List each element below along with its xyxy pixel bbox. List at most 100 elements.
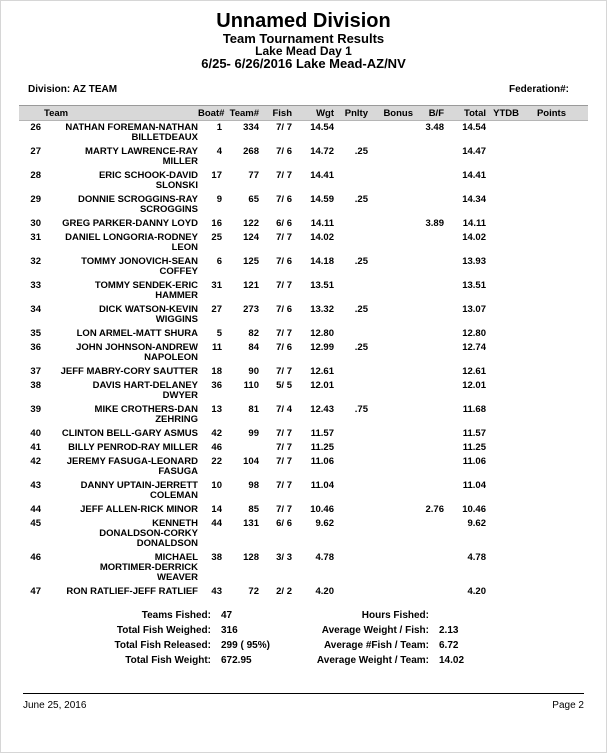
total-fish-weighed-value: 316 xyxy=(221,625,238,636)
penalty-cell xyxy=(334,169,368,193)
fish-count-cell: 2/ 2 xyxy=(276,586,292,597)
spacer-cell xyxy=(566,121,588,146)
table-row: 26 NATHAN FOREMAN-NATHAN BILLETDEAUX 1 3… xyxy=(19,121,588,146)
table-row: 35 LON ARMEL-MATT SHURA 5 82 7/ 7 12.80 … xyxy=(19,327,588,341)
boat-number-cell: 31 xyxy=(211,280,222,291)
rank-cell: 47 xyxy=(30,586,41,597)
rank-cell: 41 xyxy=(30,442,41,453)
penalty-cell: .25 xyxy=(354,146,368,157)
bonus-cell xyxy=(368,145,413,169)
weight-cell: 12.99 xyxy=(310,342,334,353)
total-fish-weighed-label: Total Fish Weighed: xyxy=(116,625,211,636)
big-fish-cell xyxy=(413,551,444,585)
weight-cell: 9.62 xyxy=(315,518,335,529)
boat-number-cell: 11 xyxy=(211,342,222,353)
total-cell: 11.25 xyxy=(462,442,486,453)
hours-fished-label: Hours Fished: xyxy=(361,610,429,621)
ytdb-cell xyxy=(486,341,519,365)
team-number-cell: 90 xyxy=(248,366,259,377)
bonus-cell xyxy=(368,365,413,379)
table-row: 38 DAVIS HART-DELANEY DWYER 36 110 5/ 5 … xyxy=(19,379,588,403)
avg-weight-team-value: 14.02 xyxy=(439,655,465,666)
team-name-cell: TOMMY JONOVICH-SEAN COFFEY xyxy=(81,256,198,277)
rank-cell: 31 xyxy=(30,232,41,243)
column-header-points: Points xyxy=(519,105,566,121)
total-cell: 4.20 xyxy=(467,586,487,597)
table-row: 28 ERIC SCHOOK-DAVID SLONSKI 17 77 7/ 7 … xyxy=(19,169,588,193)
total-fish-released-value: 299 ( 95%) xyxy=(221,640,270,651)
column-header-teamno: Team# xyxy=(222,105,259,121)
team-number-cell: 124 xyxy=(243,232,259,243)
bonus-cell xyxy=(368,585,413,599)
fish-count-cell: 3/ 3 xyxy=(276,552,292,563)
total-cell: 14.54 xyxy=(462,122,486,133)
team-number-cell: 121 xyxy=(243,280,259,291)
report-header: Unnamed Division Team Tournament Results… xyxy=(1,1,606,71)
fish-count-cell: 7/ 7 xyxy=(276,366,292,377)
bonus-cell xyxy=(368,217,413,231)
fish-count-cell: 7/ 7 xyxy=(276,232,292,243)
team-number-cell: 131 xyxy=(243,518,259,529)
total-fish-released-label: Total Fish Released: xyxy=(114,640,211,651)
big-fish-cell xyxy=(413,169,444,193)
team-number-cell: 84 xyxy=(248,342,259,353)
boat-number-cell: 46 xyxy=(211,442,222,453)
team-number-cell: 85 xyxy=(248,504,259,515)
rank-cell: 37 xyxy=(30,366,41,377)
team-number-cell: 82 xyxy=(248,328,259,339)
table-row: 36 JOHN JOHNSON-ANDREW NAPOLEON 11 84 7/… xyxy=(19,341,588,365)
ytdb-cell xyxy=(486,303,519,327)
table-row: 39 MIKE CROTHERS-DAN ZEHRING 13 81 7/ 4 … xyxy=(19,403,588,427)
boat-number-cell: 6 xyxy=(216,256,222,267)
points-cell xyxy=(519,455,566,479)
big-fish-cell xyxy=(413,455,444,479)
team-name-cell: GREG PARKER-DANNY LOYD xyxy=(62,218,198,229)
table-row: 33 TOMMY SENDEK-ERIC HAMMER 31 121 7/ 7 … xyxy=(19,279,588,303)
penalty-cell xyxy=(334,585,368,599)
ytdb-cell xyxy=(486,231,519,255)
team-name-cell: MICHAEL MORTIMER-DERRICK WEAVER xyxy=(99,552,198,583)
weight-cell: 12.80 xyxy=(310,328,334,339)
team-name-cell: MIKE CROTHERS-DAN ZEHRING xyxy=(94,404,198,425)
points-cell xyxy=(519,479,566,503)
points-cell xyxy=(519,231,566,255)
boat-number-cell: 36 xyxy=(211,380,222,391)
penalty-cell xyxy=(334,217,368,231)
rank-cell: 39 xyxy=(30,404,41,415)
big-fish-cell xyxy=(413,327,444,341)
weight-cell: 13.32 xyxy=(310,304,334,315)
rank-cell: 46 xyxy=(30,552,41,563)
total-cell: 11.57 xyxy=(462,428,486,439)
column-header-pnlty: Pnlty xyxy=(334,105,368,121)
spacer-cell xyxy=(566,503,588,517)
weight-cell: 11.25 xyxy=(310,442,334,453)
boat-number-cell: 14 xyxy=(211,504,222,515)
weight-cell: 4.78 xyxy=(315,552,335,563)
table-row: 40 CLINTON BELL-GARY ASMUS 42 99 7/ 7 11… xyxy=(19,427,588,441)
rank-cell: 34 xyxy=(30,304,41,315)
bonus-cell xyxy=(368,279,413,303)
total-cell: 12.80 xyxy=(462,328,486,339)
ytdb-cell xyxy=(486,551,519,585)
summary-row-4: Total Fish Weight: 672.95 Average Weight… xyxy=(1,653,606,668)
ytdb-cell xyxy=(486,503,519,517)
bonus-cell xyxy=(368,255,413,279)
rank-cell: 29 xyxy=(30,194,41,205)
penalty-cell xyxy=(334,231,368,255)
total-cell: 14.47 xyxy=(462,146,486,157)
rank-cell: 35 xyxy=(30,328,41,339)
team-number-cell: 99 xyxy=(248,428,259,439)
spacer-cell xyxy=(566,365,588,379)
boat-number-cell: 10 xyxy=(211,480,222,491)
big-fish-cell: 3.48 xyxy=(425,122,445,133)
fish-count-cell: 7/ 6 xyxy=(276,146,292,157)
team-number-cell: 128 xyxy=(243,552,259,563)
boat-number-cell: 16 xyxy=(211,218,222,229)
total-fish-weight-label: Total Fish Weight: xyxy=(125,655,211,666)
weight-cell: 14.11 xyxy=(310,218,334,229)
bonus-cell xyxy=(368,479,413,503)
spacer-cell xyxy=(566,427,588,441)
fish-count-cell: 7/ 4 xyxy=(276,404,292,415)
fish-count-cell: 7/ 6 xyxy=(276,194,292,205)
spacer-cell xyxy=(566,193,588,217)
